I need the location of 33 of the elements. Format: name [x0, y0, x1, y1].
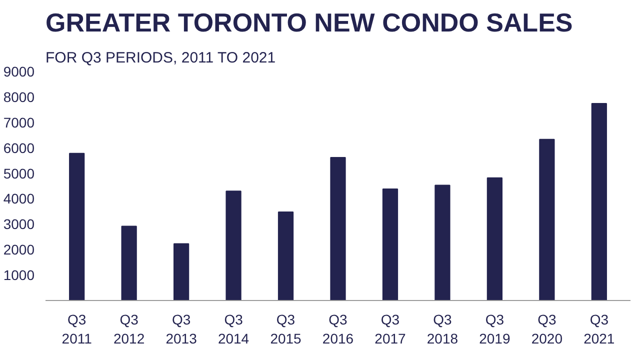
chart-title: GREATER TORONTO NEW CONDO SALES	[46, 8, 573, 38]
x-tick-label: Q3 2017	[374, 312, 406, 347]
y-tick-label: 1000	[3, 267, 35, 284]
bar	[330, 157, 346, 300]
bar	[486, 177, 503, 300]
y-tick-label: 9000	[3, 64, 35, 80]
x-tick-label: Q3 2014	[218, 312, 250, 347]
y-tick-label: 4000	[3, 190, 35, 207]
bar	[591, 103, 607, 300]
bar	[434, 184, 450, 300]
x-tick-label: Q3 2021	[584, 312, 615, 347]
y-tick-label: 5000	[3, 165, 35, 182]
bar	[382, 188, 398, 300]
x-tick-label: Q3 2015	[270, 312, 302, 347]
x-tick-label: Q3 2020	[531, 312, 563, 347]
y-tick-label: 6000	[3, 140, 35, 156]
y-tick-label: 7000	[3, 114, 35, 130]
y-tick-label: 8000	[3, 88, 35, 105]
y-tick-label: 2000	[3, 242, 35, 258]
x-tick-label: Q3 2013	[166, 312, 198, 347]
bar	[121, 226, 137, 300]
x-tick-label: Q3 2019	[479, 312, 510, 347]
x-tick-label: Q3 2018	[426, 312, 458, 347]
y-tick-label: 3000	[3, 216, 35, 232]
bar	[226, 190, 242, 300]
x-tick-label: Q3 2016	[322, 312, 354, 347]
x-tick-label: Q3 2011	[62, 312, 92, 347]
bar	[69, 152, 85, 300]
bar	[278, 211, 294, 300]
bar	[539, 138, 555, 300]
chart-subtitle: FOR Q3 PERIODS, 2011 TO 2021	[46, 50, 276, 66]
x-tick-label: Q3 2012	[114, 312, 145, 347]
bar	[173, 243, 190, 300]
